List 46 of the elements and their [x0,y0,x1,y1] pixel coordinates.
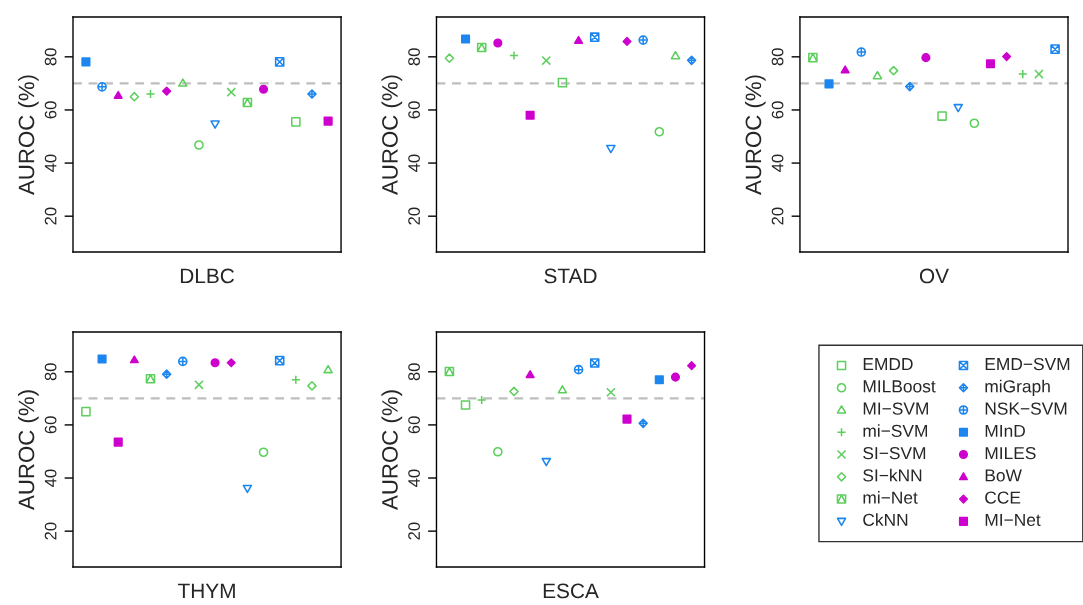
legend-label: mi−SVM [863,424,928,437]
y-axis-title: AUROC (%) [381,75,403,195]
x-axis-title: STAD [544,268,597,284]
y-tick-label: 60 [408,101,420,119]
legend-label: MILES [985,446,1036,460]
legend-label: SI−kNN [863,468,922,482]
y-tick-label: 40 [771,154,784,172]
y-tick-label: 40 [44,154,57,172]
y-axis-title: AUROC (%) [18,390,39,510]
x-axis-title: DLBC [180,268,235,284]
y-tick-label: 60 [44,416,57,434]
y-tick-label: 20 [44,522,57,540]
y-tick-label: 40 [408,469,420,487]
legend-label: miGraph [985,379,1050,396]
y-axis-title: AUROC (%) [744,75,766,195]
y-tick-label: 20 [771,207,784,225]
x-axis-title: ESCA [543,583,599,599]
legend-label: MI−Net [985,513,1041,527]
legend-label: MI−SVM [863,402,928,415]
y-axis-title: AUROC (%) [18,75,39,195]
y-tick-label: 80 [408,48,420,66]
legend-label: EMDD [863,358,913,371]
y-tick-label: 80 [44,48,57,66]
legend-label: CkNN [863,513,908,527]
x-axis-title: THYM [177,583,235,599]
x-axis-title: OV [919,268,949,284]
y-tick-label: 40 [44,469,57,487]
y-axis-title: AUROC (%) [381,390,403,510]
legend-label: mi−Net [863,491,918,504]
y-tick-label: 60 [771,101,784,119]
legend-label: NSK−SVM [985,402,1067,415]
legend-label: BoW [985,469,1022,482]
legend-label: EMD−SVM [985,357,1070,371]
y-tick-label: 40 [408,154,420,172]
y-tick-label: 80 [408,363,420,381]
y-tick-label: 20 [44,207,57,225]
y-tick-label: 20 [408,522,420,540]
y-tick-label: 60 [44,101,57,119]
y-tick-label: 80 [771,48,784,66]
legend-label: CCE [985,491,1021,504]
legend-label: MILBoost [863,380,936,393]
y-tick-label: 80 [44,363,57,381]
y-tick-label: 60 [408,416,420,434]
legend-label: MInD [985,424,1025,437]
y-tick-label: 20 [408,207,420,225]
legend-label: SI−SVM [863,446,926,460]
